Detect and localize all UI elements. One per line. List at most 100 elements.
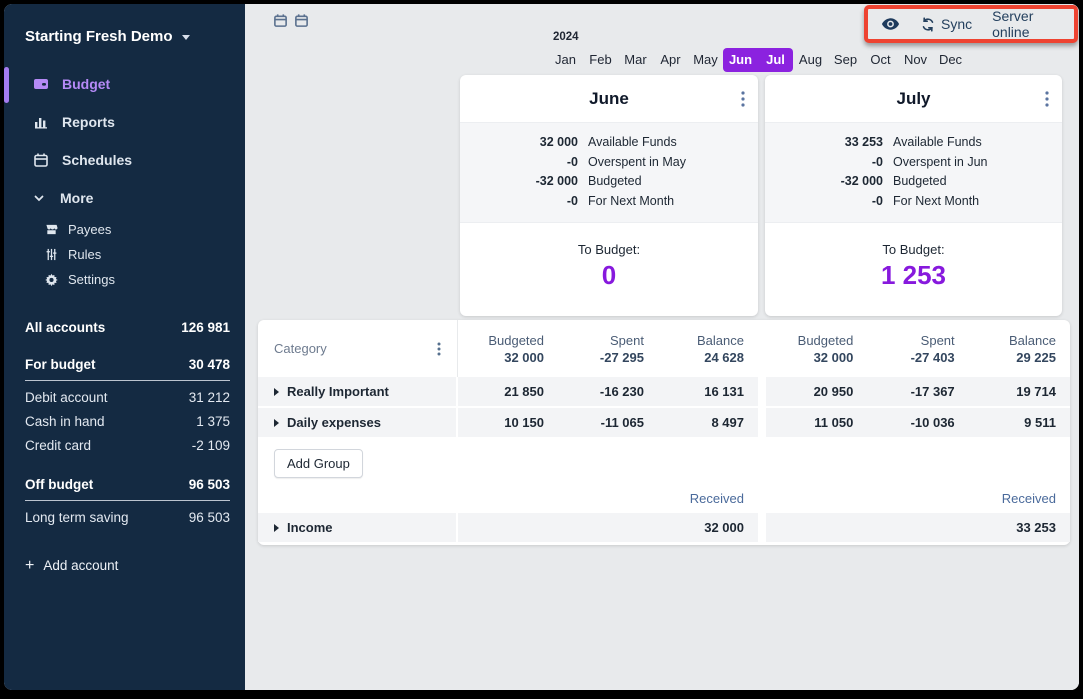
account-balance: 126 981 bbox=[181, 320, 230, 335]
sidebar-item-label: More bbox=[60, 190, 94, 206]
summary-value: -32 000 bbox=[535, 174, 578, 188]
budgeted-column-header[interactable]: Budgeted 32 000 bbox=[458, 333, 558, 365]
balance-cell[interactable]: 19 714 bbox=[1016, 384, 1056, 399]
for-budget-group-header[interactable]: For budget 30 478 bbox=[25, 357, 230, 381]
sidebar-item-payees[interactable]: Payees bbox=[4, 217, 245, 242]
add-account-button[interactable]: + Add account bbox=[4, 557, 245, 573]
sync-label: Sync bbox=[941, 16, 973, 32]
spent-total: -27 295 bbox=[599, 349, 644, 365]
balance-cell[interactable]: 9 511 bbox=[1024, 415, 1056, 430]
income-group-row: Income 32 000 33 253 bbox=[258, 513, 1070, 542]
month-aug[interactable]: Aug bbox=[798, 52, 823, 67]
account-label: Debit account bbox=[25, 390, 108, 405]
sidebar-item-rules[interactable]: Rules bbox=[4, 242, 245, 267]
month-menu-icon[interactable] bbox=[1045, 91, 1049, 107]
budgeted-column-header[interactable]: Budgeted 32 000 bbox=[766, 333, 867, 365]
spent-column-header[interactable]: Spent -27 295 bbox=[558, 333, 658, 365]
june-income: 32 000 bbox=[458, 513, 758, 542]
balance-column-header[interactable]: Balance 24 628 bbox=[658, 333, 758, 365]
account-label: Long term saving bbox=[25, 510, 129, 525]
budgeted-cell[interactable]: 20 950 bbox=[813, 384, 854, 399]
calendar-prev-icon[interactable] bbox=[273, 13, 288, 28]
received-cell[interactable]: 32 000 bbox=[704, 520, 744, 535]
budgeted-cell[interactable]: 10 150 bbox=[504, 415, 544, 430]
july-income: 33 253 bbox=[766, 513, 1070, 542]
server-status-highlight-box: Sync Server online bbox=[864, 5, 1078, 43]
privacy-eye-icon[interactable] bbox=[881, 17, 900, 31]
received-label: Received bbox=[1001, 490, 1056, 506]
to-budget-amount[interactable]: 0 bbox=[601, 260, 617, 290]
account-row-credit-card[interactable]: Credit card -2 109 bbox=[4, 438, 245, 462]
category-group-name: Daily expenses bbox=[287, 415, 381, 430]
received-label: Received bbox=[689, 490, 744, 506]
month-nov[interactable]: Nov bbox=[903, 52, 928, 67]
month-oct[interactable]: Oct bbox=[870, 52, 891, 67]
received-header-row: Received Received bbox=[258, 487, 1070, 509]
sidebar: Starting Fresh Demo Budget Reports Sched… bbox=[4, 4, 245, 690]
month-jul[interactable]: Jul bbox=[758, 48, 793, 72]
budget-file-switcher[interactable]: Starting Fresh Demo bbox=[4, 28, 245, 45]
june-values: 21 850 -16 230 16 131 bbox=[458, 377, 758, 406]
sidebar-item-budget[interactable]: Budget bbox=[4, 65, 245, 103]
funds-summary: 33 253 Available Funds -0 Overspent in Jun… bbox=[765, 123, 1062, 223]
account-group-balance: 30 478 bbox=[188, 357, 230, 372]
funds-summary: 32 000 Available Funds -0 Overspent in May… bbox=[460, 123, 758, 223]
sidebar-item-label: Reports bbox=[62, 114, 115, 130]
server-status-button[interactable]: Server online bbox=[992, 8, 1034, 40]
month-menu-icon[interactable] bbox=[741, 91, 745, 107]
summary-value: -32 000 bbox=[840, 174, 883, 188]
july-columns-header: Budgeted 32 000 Spent -27 403 Balance 29 22… bbox=[766, 333, 1070, 365]
expand-triangle-icon bbox=[274, 387, 279, 396]
account-row-debit[interactable]: Debit account 31 212 bbox=[4, 390, 245, 414]
summary-label: Overspent in Jun bbox=[893, 154, 988, 169]
july-values: 11 050 -10 036 9 511 bbox=[766, 408, 1070, 437]
budgeted-cell[interactable]: 11 050 bbox=[814, 415, 854, 430]
spent-cell[interactable]: -11 065 bbox=[600, 415, 644, 430]
add-group-button[interactable]: Add Group bbox=[274, 449, 363, 478]
all-accounts-row[interactable]: All accounts 126 981 bbox=[4, 320, 245, 335]
month-may[interactable]: May bbox=[693, 52, 718, 67]
balance-column-header[interactable]: Balance 29 225 bbox=[969, 333, 1070, 365]
spent-column-header[interactable]: Spent -27 403 bbox=[867, 333, 968, 365]
sidebar-item-schedules[interactable]: Schedules bbox=[4, 141, 245, 179]
account-row-cash[interactable]: Cash in hand 1 375 bbox=[4, 414, 245, 438]
summary-label: For Next Month bbox=[893, 193, 980, 208]
month-mar[interactable]: Mar bbox=[624, 52, 647, 67]
account-row-long-term-saving[interactable]: Long term saving 96 503 bbox=[4, 510, 245, 534]
category-group-toggle[interactable]: Daily expenses bbox=[274, 415, 381, 430]
sidebar-item-reports[interactable]: Reports bbox=[4, 103, 245, 141]
calendar-next-icon[interactable] bbox=[294, 13, 309, 28]
month-jan[interactable]: Jan bbox=[555, 52, 576, 67]
month-dec[interactable]: Dec bbox=[938, 52, 963, 67]
category-header-label: Category bbox=[274, 341, 327, 356]
add-account-label: Add account bbox=[43, 558, 119, 573]
accounts-section: All accounts 126 981 For budget 30 478 D… bbox=[4, 320, 245, 573]
balance-cell[interactable]: 16 131 bbox=[704, 384, 744, 399]
sidebar-item-settings[interactable]: Settings bbox=[4, 267, 245, 292]
sync-button[interactable]: Sync bbox=[921, 16, 972, 32]
app-window: Starting Fresh Demo Budget Reports Sched… bbox=[4, 4, 1079, 690]
month-feb[interactable]: Feb bbox=[589, 52, 612, 67]
category-group-toggle[interactable]: Really Important bbox=[274, 384, 389, 399]
month-sep[interactable]: Sep bbox=[833, 52, 858, 67]
summary-label: Budgeted bbox=[588, 174, 642, 188]
sidebar-item-label: Payees bbox=[68, 222, 112, 237]
budgeted-cell[interactable]: 21 850 bbox=[504, 384, 544, 399]
balance-cell[interactable]: 8 497 bbox=[711, 415, 744, 430]
category-menu-icon[interactable] bbox=[437, 342, 441, 356]
summary-value: -0 bbox=[566, 154, 578, 169]
spent-cell[interactable]: -16 230 bbox=[599, 384, 644, 399]
spent-cell[interactable]: -17 367 bbox=[910, 384, 955, 399]
income-group-toggle[interactable]: Income bbox=[274, 520, 333, 535]
month-card-title: June bbox=[589, 88, 629, 108]
summary-label: Budgeted bbox=[893, 174, 947, 188]
month-apr[interactable]: Apr bbox=[660, 52, 681, 67]
month-jun[interactable]: Jun bbox=[723, 48, 758, 72]
account-balance: 1 375 bbox=[196, 414, 230, 429]
received-cell[interactable]: 33 253 bbox=[1016, 520, 1056, 535]
active-nav-indicator bbox=[4, 67, 9, 103]
off-budget-group-header[interactable]: Off budget 96 503 bbox=[25, 477, 230, 501]
to-budget-amount[interactable]: 1 253 bbox=[880, 260, 947, 290]
spent-cell[interactable]: -10 036 bbox=[910, 415, 955, 430]
sidebar-item-more[interactable]: More bbox=[4, 179, 245, 217]
